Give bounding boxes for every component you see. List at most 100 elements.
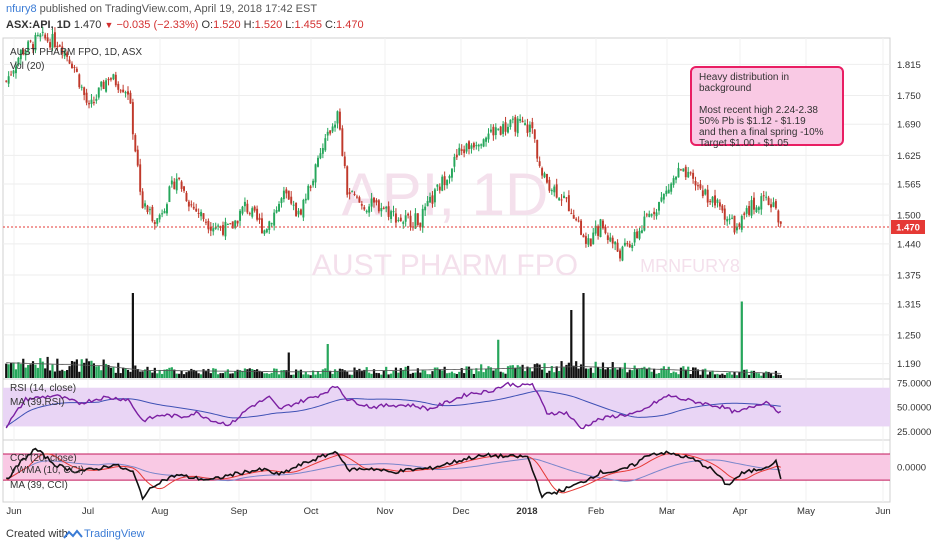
candle-body [190,204,193,206]
candle-body [68,59,71,64]
volume-bar [670,373,673,378]
volume-bar [584,368,588,378]
volume-bar [46,356,49,378]
candle-body [409,215,412,227]
volume-bar [399,368,402,378]
volume-bar [489,367,493,378]
volume-bar [514,367,517,378]
volume-bar [521,364,524,378]
annotation-note[interactable]: Heavy distribution in background Most re… [690,66,844,149]
volume-bar [767,371,770,378]
candle-body [545,173,548,183]
tradingview-brand[interactable]: TradingView [84,528,145,540]
volume-bar [53,371,57,378]
volume-bar [182,374,186,378]
candle-body [204,221,207,223]
volume-bar [290,374,293,378]
candle-body [470,145,473,149]
price-tick-label: 1.375 [897,271,921,282]
chart-canvas[interactable]: API, 1D AUST PHARM FPO MRNFURY8 75.0000 5… [0,0,932,520]
volume-bar [168,367,171,378]
candle-body [475,145,478,147]
candle-body [580,220,583,235]
candle-body [448,175,451,179]
volume-bar [253,369,256,378]
candle-body [402,222,405,224]
candle-body [487,133,490,140]
candle-body [243,201,246,207]
volume-bar [704,368,707,378]
candle-body [226,224,229,226]
volume-bar [36,367,39,378]
volume-bar [587,368,590,378]
candle-body [7,76,10,84]
time-axis: Jun Jul Aug Sep Oct Nov Dec 2018 Feb Mar Apr May Jun [6,506,890,517]
candle-body [436,184,439,187]
candle-body [536,139,539,159]
volume-bar [504,373,507,378]
candle-body [295,202,298,217]
candle-body [19,49,22,60]
candle-body [497,128,500,130]
volume-bar [560,361,563,378]
candle-body [767,197,770,205]
volume-bar [248,368,251,378]
volume-bar [70,360,74,378]
volume-bar [594,361,597,378]
note-line: Target $1.00 - $1.05 [699,138,789,149]
volume-bar [333,369,337,378]
candle-body [117,83,120,90]
candle-body [621,246,624,261]
candle-body [650,214,653,216]
candle-body [682,168,685,172]
candle-body [129,92,132,104]
candle-body [80,86,83,88]
volume-bar [5,363,8,378]
volume-bar [757,373,760,378]
candle-body [774,201,777,209]
candle-body [611,237,614,244]
candle-body [307,185,310,200]
volume-bar [275,368,278,378]
candle-body [658,202,660,211]
candle-body [71,63,73,69]
volume-bar [679,367,683,378]
candle-body [760,196,763,210]
volume-bar [635,369,639,378]
volume-bar [214,368,217,378]
time-tick-label: Nov [377,506,394,517]
candle-body [694,180,697,186]
candle-body [446,180,449,186]
candle-body [614,241,617,245]
volume-bar [19,364,22,378]
volume-bar [39,358,42,378]
volume-bar [402,370,405,378]
volume-bar [197,373,200,378]
volume-bar [616,369,619,378]
candle-body [485,137,488,142]
volume-bar [80,359,83,378]
cci-vwma-line [5,452,781,494]
volume-bar [674,372,678,378]
volume-bar [711,370,714,378]
volume-bar [73,361,76,378]
candle-body [251,208,254,217]
candle-body [207,220,210,230]
candle-body [684,166,687,178]
low-label: L: [285,19,295,31]
volume-bar [124,368,127,378]
volume-bar [17,362,20,378]
volume-bar [377,373,380,378]
volume-bar [730,374,734,378]
candle-body [524,123,527,125]
volume-bar [131,293,134,378]
candle-body [146,205,149,213]
volume-bar [611,362,614,378]
author-link[interactable]: nfury8 [6,3,37,15]
volume-bar [100,370,103,378]
candle-body [424,206,427,211]
candle-body [672,178,675,185]
candle-body [455,154,458,158]
time-tick-label: Jul [82,506,94,517]
candle-body [370,198,373,207]
